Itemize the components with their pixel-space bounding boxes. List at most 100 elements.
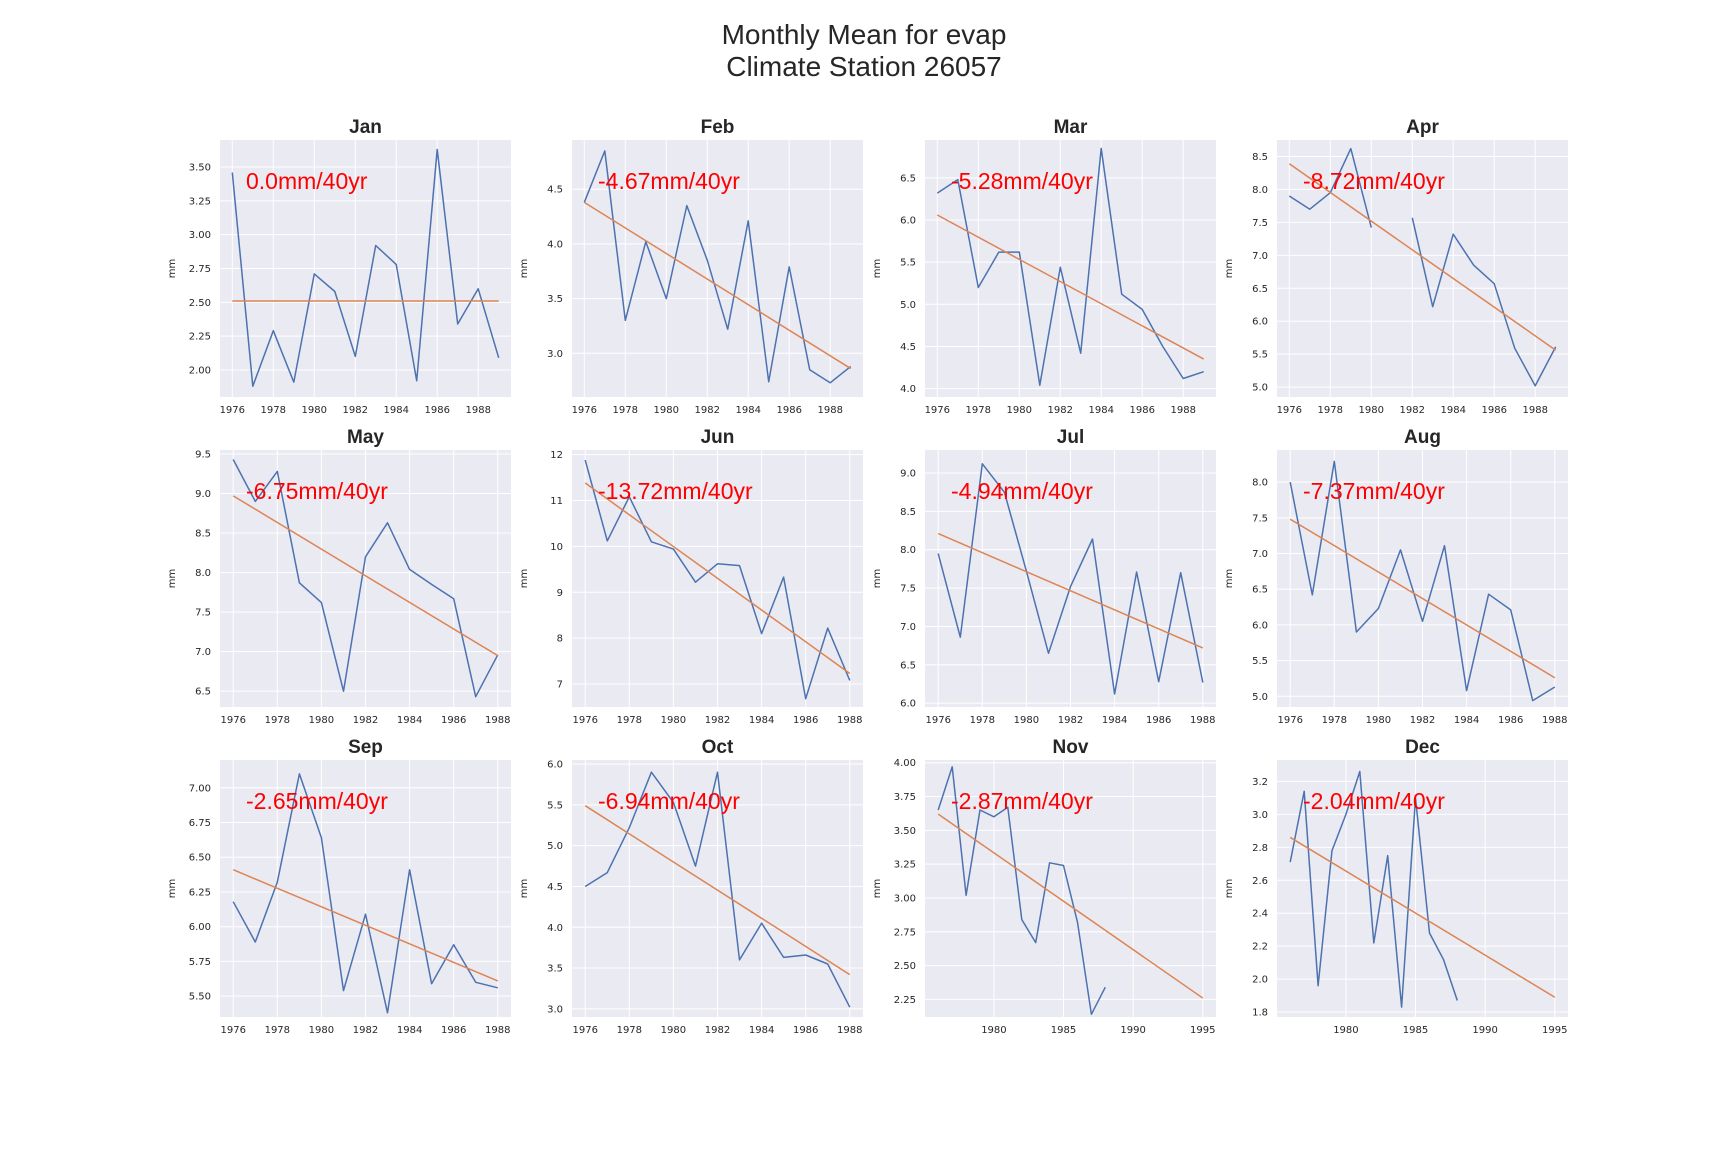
y-tick-label: 7.0 — [1252, 549, 1268, 560]
y-tick-label: 8.5 — [195, 529, 211, 540]
plot-area — [572, 140, 863, 397]
x-tick-label: 1976 — [1278, 715, 1303, 726]
x-tick-label: 1986 — [1146, 715, 1171, 726]
x-tick-label: 1980 — [981, 1025, 1006, 1036]
y-tick-label: 3.2 — [1252, 777, 1268, 788]
y-tick-label: 1.8 — [1252, 1008, 1268, 1019]
x-tick-label: 1980 — [1014, 715, 1039, 726]
y-tick-label: 7.0 — [195, 647, 211, 658]
data-series-line — [1289, 460, 1556, 702]
x-tick-label: 1988 — [485, 1025, 510, 1036]
y-tick-label: 2.75 — [894, 927, 916, 938]
data-series-line — [232, 459, 499, 698]
subplot-title: Oct — [702, 737, 734, 758]
y-tick-label: 3.25 — [189, 196, 211, 207]
subplot-nov: 1980 1985 1990 1995 2.25 2.50 2.75 3.00 3.25 3.50… — [872, 737, 1216, 1036]
y-tick-label: 2.8 — [1252, 843, 1268, 854]
subplot-grid: 1976 1978 1980 1982 1984 1986 1988 2.00 2.25 2.50… — [167, 117, 1568, 1036]
trend-annotation: 0.0mm/40yr — [246, 168, 368, 194]
x-tick-label: 1982 — [1048, 405, 1073, 416]
x-tick-label: 1986 — [424, 405, 449, 416]
subplot-mar: 1976 1978 1980 1982 1984 1986 1988 4.0 4.5 5.0 5.5… — [872, 117, 1216, 416]
trend-line — [232, 869, 499, 982]
y-axis-label: mm — [167, 259, 178, 278]
y-tick-label: 3.50 — [894, 826, 916, 837]
subplot-title: Dec — [1405, 737, 1440, 758]
trend-annotation: -5.28mm/40yr — [951, 168, 1093, 194]
y-tick-label: 4.0 — [900, 384, 916, 395]
x-tick-label: 1982 — [343, 405, 368, 416]
subplot-jan: 1976 1978 1980 1982 1984 1986 1988 2.00 2.25 2.50… — [167, 117, 511, 416]
y-tick-label: 2.75 — [189, 264, 211, 275]
y-tick-label: 3.75 — [894, 792, 916, 803]
x-tick-label: 1988 — [1522, 405, 1547, 416]
subplot-apr: 1976 1978 1980 1982 1984 1986 1988 5.0 5.5 6.0 6.5… — [1224, 117, 1568, 416]
y-tick-label: 3.0 — [1252, 810, 1268, 821]
y-tick-label: 4.5 — [900, 342, 916, 353]
y-tick-label: 5.0 — [547, 841, 563, 852]
subplot-aug: 1976 1978 1980 1982 1984 1986 1988 5.0 5.5 6.0 6.5… — [1224, 427, 1568, 726]
y-tick-label: 9.0 — [900, 469, 916, 480]
y-tick-label: 5.5 — [1252, 350, 1268, 361]
y-tick-label: 6.75 — [189, 818, 211, 829]
x-tick-label: 1984 — [384, 405, 409, 416]
x-tick-label: 1980 — [1366, 715, 1391, 726]
y-tick-label: 9 — [557, 588, 563, 599]
y-tick-label: 2.0 — [1252, 975, 1268, 986]
x-tick-label: 1986 — [776, 405, 801, 416]
x-tick-label: 1990 — [1472, 1025, 1497, 1036]
y-tick-label: 5.50 — [189, 992, 211, 1003]
x-tick-label: 1978 — [617, 715, 642, 726]
x-tick-label: 1980 — [1007, 405, 1032, 416]
y-tick-label: 8.0 — [1252, 185, 1268, 196]
x-tick-label: 1982 — [353, 715, 378, 726]
y-tick-label: 6.0 — [900, 699, 916, 710]
x-tick-label: 1984 — [397, 1025, 422, 1036]
data-series-line — [1411, 217, 1557, 387]
y-tick-label: 8.0 — [1252, 478, 1268, 489]
x-tick-label: 1980 — [661, 715, 686, 726]
x-tick-label: 1988 — [1542, 715, 1567, 726]
trend-line — [584, 805, 851, 976]
y-tick-label: 6.5 — [1252, 585, 1268, 596]
x-tick-label: 1980 — [661, 1025, 686, 1036]
x-tick-label: 1982 — [695, 405, 720, 416]
y-axis-label: mm — [167, 569, 178, 588]
subplot-oct: 1976 1978 1980 1982 1984 1986 1988 3.0 3.5 4.0 4.5… — [519, 737, 863, 1036]
y-tick-label: 6.00 — [189, 922, 211, 933]
y-tick-label: 11 — [550, 496, 563, 507]
y-tick-label: 8.5 — [1252, 152, 1268, 163]
y-tick-label: 5.75 — [189, 957, 211, 968]
trend-annotation: -6.75mm/40yr — [246, 478, 388, 504]
y-tick-label: 3.0 — [547, 349, 563, 360]
subplot-jun: 1976 1978 1980 1982 1984 1986 1988 7 8 9 10 11 12 mm J… — [519, 427, 863, 726]
subplot-title: Sep — [348, 737, 383, 758]
y-tick-label: 7.5 — [1252, 218, 1268, 229]
x-tick-label: 1988 — [817, 405, 842, 416]
data-series-line — [584, 771, 851, 1008]
data-series-line — [937, 463, 1204, 695]
trend-line — [1288, 163, 1557, 351]
x-tick-label: 1986 — [1129, 405, 1154, 416]
x-tick-label: 1986 — [793, 1025, 818, 1036]
trend-annotation: -4.94mm/40yr — [951, 478, 1093, 504]
x-tick-label: 1988 — [465, 405, 490, 416]
y-axis-label: mm — [872, 879, 883, 898]
x-tick-label: 1986 — [441, 715, 466, 726]
y-axis-label: mm — [519, 259, 530, 278]
y-tick-label: 3.5 — [547, 964, 563, 975]
y-tick-label: 9.5 — [195, 449, 211, 460]
figure-title-line1: Monthly Mean for evap — [722, 19, 1007, 50]
subplot-title: Aug — [1404, 427, 1441, 448]
subplot-feb: 1976 1978 1980 1982 1984 1986 1988 3.0 3.5 4.0 4.5… — [519, 117, 863, 416]
x-tick-label: 1980 — [1333, 1025, 1358, 1036]
y-tick-label: 8.0 — [195, 568, 211, 579]
y-tick-label: 6.0 — [900, 216, 916, 227]
y-tick-label: 5.5 — [1252, 656, 1268, 667]
y-tick-label: 8.0 — [900, 545, 916, 556]
x-tick-label: 1990 — [1120, 1025, 1145, 1036]
x-tick-label: 1976 — [573, 715, 598, 726]
x-tick-label: 1982 — [705, 715, 730, 726]
y-tick-label: 3.00 — [189, 230, 211, 241]
x-tick-label: 1976 — [220, 405, 245, 416]
